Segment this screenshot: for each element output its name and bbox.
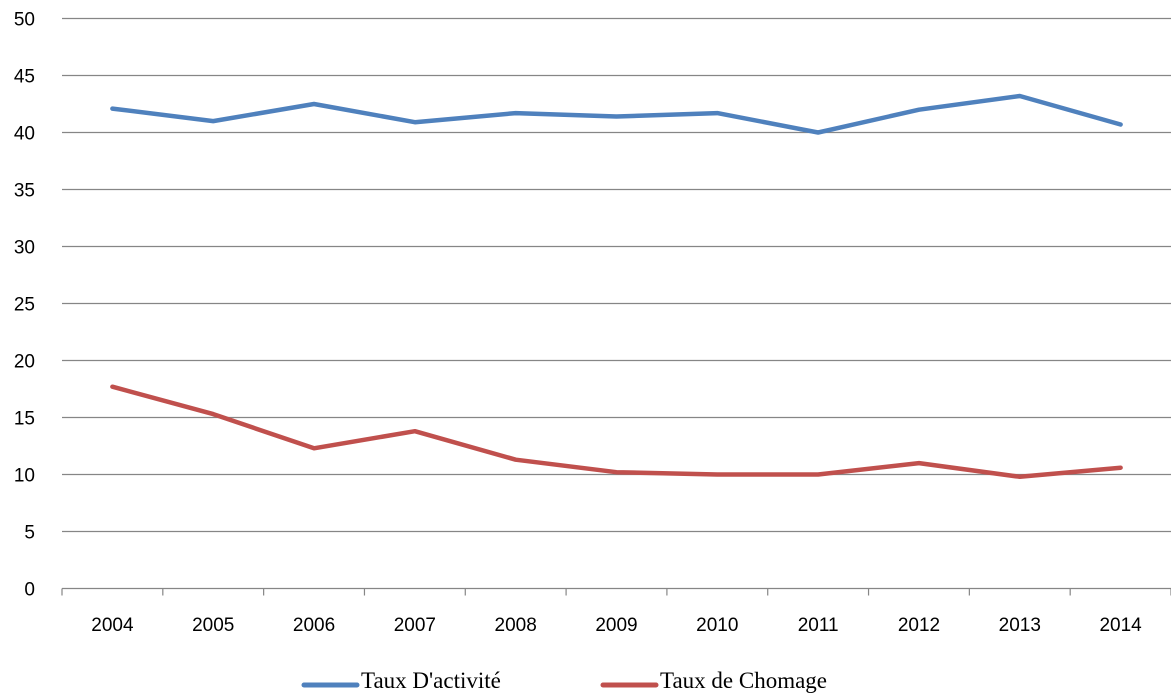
y-tick-label: 20 <box>14 352 35 373</box>
x-tick-label: 2010 <box>696 615 738 636</box>
x-tick-label: 2005 <box>192 615 234 636</box>
legend-item-2: Taux de Chomage <box>600 668 827 693</box>
x-tick-label: 2006 <box>293 615 335 636</box>
x-tick-label: 2011 <box>798 615 839 636</box>
x-tick-label: 2012 <box>898 615 940 636</box>
x-tick-label: 2004 <box>91 615 134 636</box>
y-tick-label: 15 <box>14 409 35 430</box>
y-tick-label: 50 <box>14 10 35 31</box>
x-tick-label: 2008 <box>495 615 537 636</box>
series-line-2 <box>110 384 1123 480</box>
y-tick-label: 5 <box>24 523 35 544</box>
legend-label: Taux de Chomage <box>660 668 827 693</box>
y-tick-label: 10 <box>14 466 35 487</box>
gridlines <box>62 17 1171 590</box>
series-lines <box>110 93 1123 480</box>
y-tick-label: 0 <box>24 580 35 601</box>
x-tick-label: 2009 <box>595 615 637 636</box>
legend-label: Taux D'activité <box>361 668 501 693</box>
y-tick-label: 45 <box>14 67 35 88</box>
legend: Taux D'activité Taux de Chomage <box>301 668 827 693</box>
y-tick-label: 40 <box>14 124 35 145</box>
y-tick-label: 35 <box>14 181 35 202</box>
x-tick-label: 2007 <box>394 615 436 636</box>
y-tick-label: 30 <box>14 238 35 259</box>
legend-item-1: Taux D'activité <box>301 668 501 693</box>
x-tick-label: 2013 <box>999 615 1041 636</box>
y-tick-label: 25 <box>14 295 35 316</box>
x-axis-ticks: 2004 2005 2006 2007 2008 2009 2010 2011 2012 2013… <box>61 588 1171 636</box>
x-tick-label: 2014 <box>1099 615 1142 636</box>
y-axis-ticks: 0 5 10 15 20 25 30 35 40 45 50 <box>14 10 35 601</box>
series-line-1 <box>110 93 1123 135</box>
